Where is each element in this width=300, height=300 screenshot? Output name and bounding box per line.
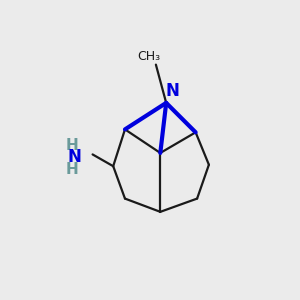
Text: N: N [68,148,82,166]
Text: H: H [66,138,78,153]
Text: N: N [166,82,180,100]
Text: H: H [66,162,78,177]
Text: CH₃: CH₃ [137,50,160,63]
